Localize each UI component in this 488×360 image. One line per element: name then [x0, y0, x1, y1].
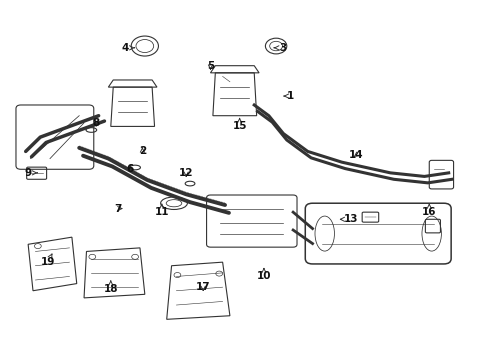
Text: 9: 9 — [24, 168, 37, 178]
Text: 12: 12 — [179, 168, 193, 178]
Text: 3: 3 — [274, 43, 286, 53]
Text: 7: 7 — [114, 203, 122, 213]
Text: 1: 1 — [284, 91, 294, 101]
Text: 10: 10 — [256, 268, 271, 282]
Text: 11: 11 — [154, 204, 169, 217]
Text: 17: 17 — [196, 282, 210, 292]
Text: 6: 6 — [126, 164, 134, 174]
Text: 4: 4 — [122, 43, 134, 53]
Text: 18: 18 — [103, 281, 118, 294]
Text: 14: 14 — [348, 150, 363, 160]
Text: 13: 13 — [340, 214, 358, 224]
Text: 15: 15 — [232, 118, 246, 131]
Text: 2: 2 — [139, 147, 146, 157]
Text: 8: 8 — [92, 118, 100, 128]
Text: 16: 16 — [421, 204, 436, 217]
Text: 5: 5 — [206, 61, 214, 71]
Text: 19: 19 — [41, 254, 55, 267]
